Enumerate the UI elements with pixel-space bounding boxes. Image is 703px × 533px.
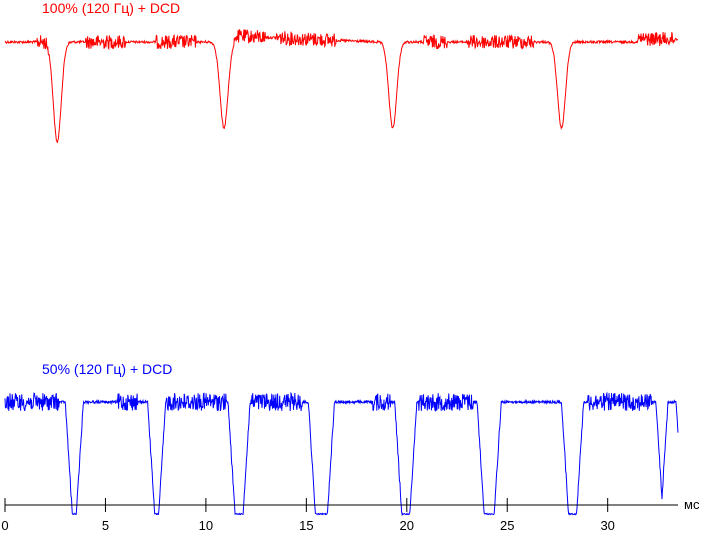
series-50-trace bbox=[4, 391, 679, 516]
x-tick-label-25: 25 bbox=[500, 518, 514, 533]
series-50-trace-group bbox=[4, 391, 679, 516]
x-tick-label-5: 5 bbox=[102, 518, 109, 533]
x-axis-ticks: 0 5 10 15 20 25 30 bbox=[1, 498, 615, 533]
series-100-trace-group bbox=[4, 28, 679, 143]
x-tick-label-30: 30 bbox=[600, 518, 614, 533]
x-tick-label-10: 10 bbox=[199, 518, 213, 533]
x-tick-label-0: 0 bbox=[1, 518, 8, 533]
series-100-label: 100% (120 Гц) + DCD bbox=[42, 0, 180, 16]
series-50-label: 50% (120 Гц) + DCD bbox=[42, 361, 172, 377]
x-tick-label-15: 15 bbox=[299, 518, 313, 533]
x-axis-label: мс bbox=[684, 497, 700, 512]
series-100-trace bbox=[4, 28, 679, 143]
x-tick-label-20: 20 bbox=[400, 518, 414, 533]
